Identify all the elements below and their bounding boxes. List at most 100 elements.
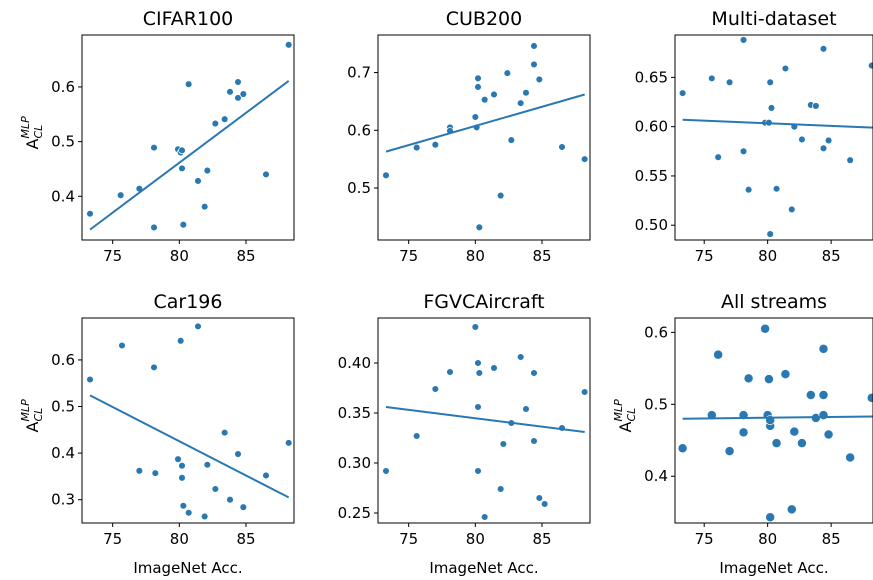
scatter-point [490, 90, 498, 99]
scatter-point [819, 45, 828, 53]
x-tick-label: 80 [466, 247, 485, 265]
scatter-point [739, 36, 748, 44]
scatter-point [116, 191, 125, 199]
scatter-point [530, 60, 538, 69]
scatter-point [262, 471, 270, 480]
x-axis-label: ImageNet Acc. [429, 559, 538, 577]
y-tick-label: 0.25 [338, 504, 371, 522]
scatter-point [176, 337, 185, 345]
scatter-point [780, 369, 791, 380]
scatter-point [535, 494, 544, 502]
x-tick-label: 75 [103, 530, 122, 548]
x-tick-label: 80 [170, 247, 189, 265]
scatter-point [184, 80, 193, 88]
scatter-point [431, 140, 440, 149]
y-tick-label: 0.50 [635, 216, 668, 234]
y-tick-label: 0.5 [347, 179, 371, 197]
scatter-series [382, 42, 589, 232]
x-axis-label: ImageNet Acc. [719, 559, 828, 577]
x-tick-label: 85 [822, 247, 841, 265]
scatter-point [867, 61, 873, 70]
scatter-point [781, 64, 790, 73]
scatter-point [530, 437, 538, 445]
regression-line [682, 118, 873, 129]
scatter-point [846, 156, 854, 164]
scatter-point [135, 467, 144, 475]
y-tick-label: 0.6 [51, 351, 75, 369]
regression-line [89, 80, 290, 231]
y-tick-label: 0.6 [644, 323, 668, 341]
scatter-point [739, 147, 748, 156]
scatter-point [763, 374, 774, 385]
x-tick-label: 75 [399, 530, 418, 548]
scatter-point [226, 495, 234, 504]
scatter-point [234, 94, 242, 102]
scatter-point [86, 375, 94, 384]
subplot-title: CUB200 [446, 8, 522, 30]
x-tick-label: 75 [103, 247, 122, 265]
scatter-point [118, 341, 126, 350]
scatter-point [234, 78, 242, 86]
scatter-point [522, 88, 530, 97]
scatter-point [200, 512, 209, 521]
scatter-point [678, 89, 687, 97]
axes-frame [674, 34, 873, 241]
x-tick-label: 85 [532, 247, 551, 265]
scatter-point [239, 90, 248, 98]
y-tick-label: 0.4 [51, 444, 75, 462]
scatter-point [789, 426, 800, 437]
y-tick-label: 0.4 [644, 467, 668, 485]
y-label-sup: MLP [19, 399, 32, 422]
scatter-point [845, 452, 856, 463]
x-tick-label: 85 [236, 530, 255, 548]
scatter-point [475, 223, 484, 232]
scatter-point [744, 185, 753, 194]
scatter-point [475, 369, 484, 377]
scatter-point [184, 509, 193, 517]
regression-line [385, 93, 585, 153]
scatter-point [496, 485, 505, 493]
scatter-point [805, 390, 816, 400]
scatter-point [496, 191, 505, 200]
scatter-point [530, 42, 538, 50]
scatter-point [760, 323, 771, 334]
scatter-point [178, 461, 186, 470]
y-label-sub: CL [32, 125, 45, 139]
scatter-point [824, 136, 833, 145]
y-label-main: A [23, 139, 42, 150]
scatter-point [580, 388, 589, 396]
x-tick-label: 75 [695, 247, 714, 265]
subplot-4: Car196 75 80 85 0.3 0.4 0.5 0.6 ImageNet Acc. AML… [19, 291, 295, 577]
y-label-sub: CL [32, 408, 45, 422]
scatter-point [767, 104, 776, 112]
scatter-point [203, 166, 212, 175]
scatter-series [86, 322, 293, 521]
scatter-point [796, 438, 807, 449]
scatter-point [474, 359, 482, 367]
subplot-title: FGVCAircraft [423, 291, 544, 313]
regression-line [385, 406, 585, 433]
scatter-point [725, 78, 734, 87]
y-tick-label: 0.60 [635, 118, 668, 136]
scatter-point [503, 69, 512, 77]
x-tick-label: 85 [532, 530, 551, 548]
axes-frame [377, 34, 591, 241]
scatter-point [786, 504, 797, 515]
scatter-point [446, 368, 454, 376]
scatter-point [798, 135, 806, 144]
scatter-point [474, 467, 482, 475]
scatter-point [516, 353, 525, 361]
subplot-2: CUB200 75 80 85 0.5 0.6 0.7 [347, 8, 591, 265]
scatter-point [507, 136, 516, 144]
scatter-point [530, 369, 538, 377]
scatter-point [724, 446, 735, 457]
scatter-point [178, 146, 186, 155]
scatter-point [713, 349, 724, 360]
x-tick-label: 80 [758, 247, 777, 265]
scatter-point [150, 363, 158, 372]
y-tick-label: 0.6 [51, 78, 75, 96]
